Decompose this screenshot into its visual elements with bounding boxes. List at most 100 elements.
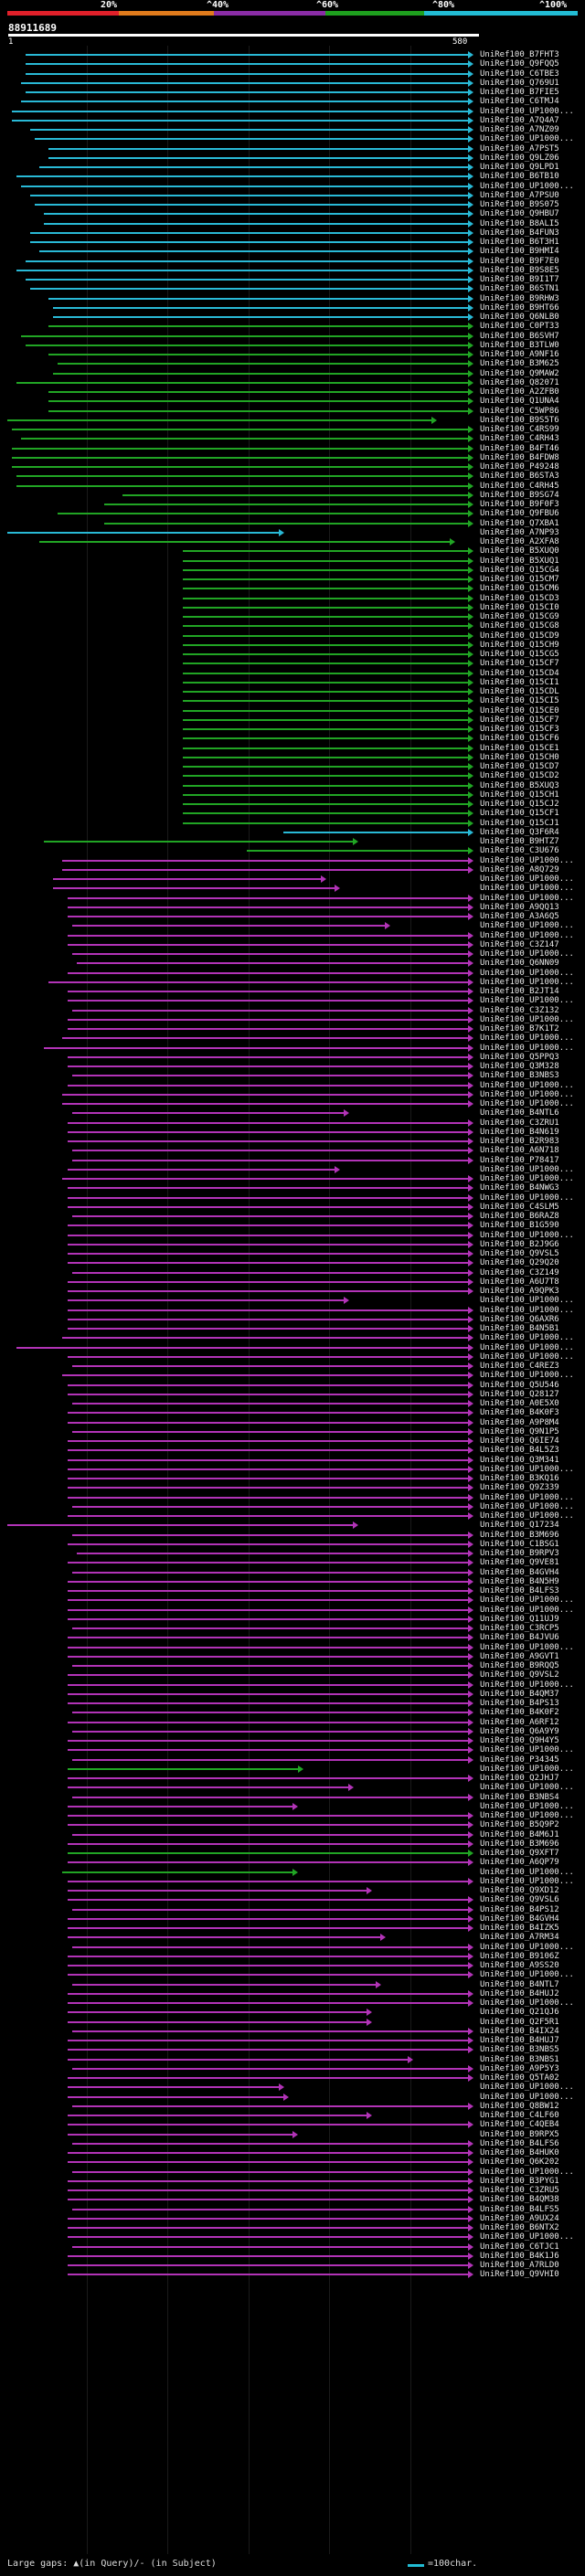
hit-row[interactable]: UniRef100_B4K0F2 [0,1708,585,1717]
hit-bar[interactable] [182,606,468,609]
hit-row[interactable]: UniRef100_UP1000... [0,1606,585,1615]
hit-row[interactable]: UniRef100_Q5U546 [0,1381,585,1390]
hit-bar[interactable] [67,1580,468,1583]
hit-row[interactable]: UniRef100_UP1000... [0,1998,585,2008]
hit-bar[interactable] [67,1280,468,1283]
hit-label[interactable]: UniRef100_Q21QJ6 [480,2008,559,2018]
hit-label[interactable]: UniRef100_Q15CF3 [480,725,559,734]
hit-label[interactable]: UniRef100_A9QQ13 [480,902,559,912]
hit-label[interactable]: UniRef100_Q15CI5 [480,696,559,706]
hit-bar[interactable] [12,456,468,459]
hit-bar[interactable] [71,1215,468,1217]
hit-bar[interactable] [67,1515,468,1517]
hit-label[interactable]: UniRef100_B3M696 [480,1839,559,1849]
hit-label[interactable]: UniRef100_Q15CE1 [480,743,559,753]
hit-bar[interactable] [67,2264,468,2266]
hit-row[interactable]: UniRef100_B3NBS4 [0,1793,585,1802]
hit-row[interactable]: UniRef100_Q9N1P5 [0,1427,585,1436]
hit-label[interactable]: UniRef100_B4K0F2 [480,1708,559,1718]
hit-bar[interactable] [67,1542,468,1545]
hit-row[interactable]: UniRef100_Q769U1 [0,79,585,88]
hit-row[interactable]: UniRef100_B4PS12 [0,1905,585,1914]
hit-bar[interactable] [67,2133,293,2136]
hit-label[interactable]: UniRef100_A6N718 [480,1146,559,1156]
hit-row[interactable]: UniRef100_UP1000... [0,107,585,116]
hit-row[interactable]: UniRef100_B3M696 [0,1531,585,1540]
hit-row[interactable]: UniRef100_UP1000... [0,1502,585,1511]
hit-label[interactable]: UniRef100_Q15CI1 [480,677,559,687]
hit-bar[interactable] [182,681,468,684]
hit-row[interactable]: UniRef100_B3M625 [0,359,585,368]
hit-bar[interactable] [71,2030,468,2032]
hit-bar[interactable] [182,643,468,646]
hit-bar[interactable] [48,325,468,328]
hit-bar[interactable] [7,531,280,534]
hit-row[interactable]: UniRef100_Q9Z339 [0,1483,585,1492]
hit-row[interactable]: UniRef100_Q6A9Y9 [0,1727,585,1736]
hit-row[interactable]: UniRef100_C4REZ3 [0,1362,585,1371]
hit-label[interactable]: UniRef100_B4PS12 [480,1904,559,1914]
hit-bar[interactable] [67,1786,348,1789]
hit-bar[interactable] [71,925,386,928]
hit-bar[interactable] [67,1777,468,1779]
hit-label[interactable]: UniRef100_Q9FQQ5 [480,59,559,69]
hit-label[interactable]: UniRef100_B6RAZ8 [480,1212,559,1221]
hit-row[interactable]: UniRef100_A0E5X0 [0,1399,585,1408]
hit-row[interactable]: UniRef100_B7K1T2 [0,1024,585,1034]
hit-label[interactable]: UniRef100_Q15CH0 [480,752,559,762]
hit-bar[interactable] [182,568,468,571]
hit-bar[interactable] [247,850,468,853]
hit-bar[interactable] [67,2254,468,2257]
hit-label[interactable]: UniRef100_B9HT66 [480,302,559,313]
hit-row[interactable]: UniRef100_UP1000... [0,2093,585,2102]
hit-label[interactable]: UniRef100_UP1000... [480,1642,574,1652]
hit-label[interactable]: UniRef100_Q15CG9 [480,612,559,621]
hit-row[interactable]: UniRef100_UP1000... [0,1090,585,1099]
hit-row[interactable]: UniRef100_C6TJC1 [0,2242,585,2252]
hit-row[interactable]: UniRef100_UP1000... [0,1745,585,1754]
hit-label[interactable]: UniRef100_B4IZK5 [480,1924,559,1933]
hit-label[interactable]: UniRef100_B3M625 [480,359,559,369]
hit-row[interactable]: UniRef100_B9106Z [0,1952,585,1961]
hit-row[interactable]: UniRef100_UP1000... [0,1296,585,1305]
hit-label[interactable]: UniRef100_B3KQ16 [480,1474,559,1483]
hit-row[interactable]: UniRef100_Q21QJ6 [0,2008,585,2017]
hit-bar[interactable] [71,1271,468,1274]
hit-row[interactable]: UniRef100_UP1000... [0,969,585,978]
hit-bar[interactable] [71,1009,468,1012]
hit-row[interactable]: UniRef100_B4FDW8 [0,453,585,462]
hit-label[interactable]: UniRef100_Q9MAW2 [480,368,559,378]
hit-label[interactable]: UniRef100_B4JVU6 [480,1633,559,1643]
hit-label[interactable]: UniRef100_C4REZ3 [480,1362,559,1371]
hit-label[interactable]: UniRef100_B9RPX5 [480,2129,559,2139]
hit-row[interactable]: UniRef100_B1G590 [0,1221,585,1230]
hit-label[interactable]: UniRef100_B9RPV3 [480,1549,559,1558]
hit-row[interactable]: UniRef100_Q9VSL5 [0,1249,585,1258]
hit-label[interactable]: UniRef100_UP1000... [480,1867,574,1877]
hit-row[interactable]: UniRef100_Q15CF1 [0,809,585,818]
hit-bar[interactable] [67,1130,468,1133]
hit-label[interactable]: UniRef100_Q82071 [480,377,559,387]
hit-row[interactable]: UniRef100_Q15CF3 [0,725,585,734]
hit-row[interactable]: UniRef100_A9P8M4 [0,1418,585,1427]
hit-label[interactable]: UniRef100_Q9Z339 [480,1483,559,1493]
hit-bar[interactable] [67,2077,468,2079]
hit-bar[interactable] [67,2049,468,2051]
hit-row[interactable]: UniRef100_Q6K202 [0,2157,585,2167]
hit-bar[interactable] [182,672,468,674]
hit-bar[interactable] [67,1880,468,1882]
hit-bar[interactable] [71,2142,468,2145]
hit-bar[interactable] [71,1730,468,1733]
hit-row[interactable]: UniRef100_UP1000... [0,1174,585,1183]
hit-bar[interactable] [21,101,468,103]
hit-bar[interactable] [182,597,468,599]
hit-label[interactable]: UniRef100_A7NP93 [480,527,559,537]
hit-label[interactable]: UniRef100_Q9LZ06 [480,153,559,163]
hit-label[interactable]: UniRef100_Q15CM7 [480,575,559,584]
hit-bar[interactable] [12,466,468,468]
hit-bar[interactable] [67,1917,468,1920]
hit-label[interactable]: UniRef100_Q6IE74 [480,1436,559,1446]
hit-bar[interactable] [7,1524,353,1527]
hit-bar[interactable] [71,2104,468,2107]
hit-label[interactable]: UniRef100_B5Q9P2 [480,1820,559,1830]
